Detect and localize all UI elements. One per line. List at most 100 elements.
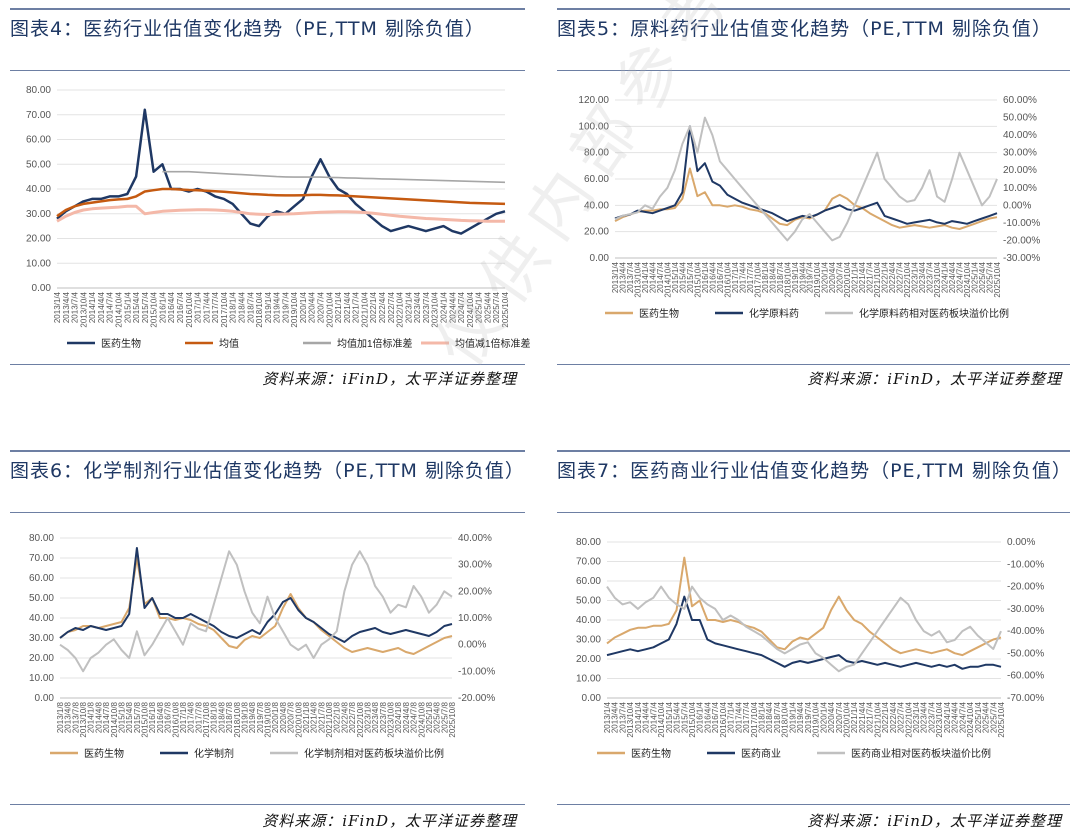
x-tick-label: 2018/1/4 xyxy=(758,701,767,733)
x-tick-label: 2023/4/4 xyxy=(920,701,929,733)
x-tick-label: 2014/7/4 xyxy=(649,701,658,733)
y-tick-label: 100.00 xyxy=(578,121,609,132)
y2-tick-label: -10.00% xyxy=(1003,218,1040,229)
x-tick-label: 2019/10/4 xyxy=(812,701,821,737)
x-tick-label: 2023/10/8 xyxy=(387,701,396,737)
x-tick-label: 2025/1/4 xyxy=(971,261,980,293)
x-tick-label: 2015/7/4 xyxy=(680,701,689,733)
legend-label: 医药商业相对医药板块溢价比例 xyxy=(851,747,991,760)
series-line-1 xyxy=(606,556,1002,657)
x-tick-label: 2025/7/8 xyxy=(440,701,449,733)
x-tick-label: 2020/1/4 xyxy=(819,701,828,733)
x-tick-label: 2018/7/4 xyxy=(246,291,255,323)
x-tick-label: 2018/1/4 xyxy=(229,291,238,323)
series-line-2 xyxy=(606,595,1002,670)
y2-tick-label: 50.00% xyxy=(1003,113,1037,124)
x-tick-label: 2014/1/4 xyxy=(641,261,650,293)
x-tick-label: 2017/1/4 xyxy=(727,701,736,733)
x-tick-label: 2020/7/4 xyxy=(317,291,326,323)
x-tick-label: 2020/10/8 xyxy=(294,701,303,737)
x-tick-label: 2016/4/8 xyxy=(156,701,165,733)
x-tick-label: 2020/10/4 xyxy=(843,261,852,297)
y2-tick-label: -20.00% xyxy=(458,693,495,704)
y-tick-label: 0.00 xyxy=(590,253,610,264)
x-tick-label: 2024/4/4 xyxy=(448,291,457,323)
x-tick-label: 2022/1/4 xyxy=(881,701,890,733)
x-tick-label: 2023/10/4 xyxy=(431,291,440,327)
y2-tick-label: -30.00% xyxy=(1003,253,1040,264)
x-tick-label: 2021/10/4 xyxy=(873,261,882,297)
x-tick-label: 2022/4/4 xyxy=(889,701,898,733)
x-tick-label: 2019/4/4 xyxy=(798,261,807,293)
x-tick-label: 2023/10/4 xyxy=(935,701,944,737)
y2-tick-label: 30.00% xyxy=(1003,148,1037,159)
x-tick-label: 2023/7/4 xyxy=(422,291,431,323)
legend-label: 医药商业 xyxy=(741,747,781,760)
y-tick-label: 40.00 xyxy=(26,184,51,195)
series-line-3 xyxy=(59,550,453,673)
x-tick-label: 2014/7/8 xyxy=(102,701,111,733)
legend-label: 化学制剂 xyxy=(194,747,234,760)
x-tick-label: 2025/7/4 xyxy=(492,291,501,323)
panel-title: 图表4：医药行业估值变化趋势（PE,TTM 剔除负值） xyxy=(10,18,485,40)
y2-tick-label: 0.00% xyxy=(1007,537,1035,548)
x-tick-label: 2021/7/8 xyxy=(317,701,326,733)
x-tick-label: 2016/1/4 xyxy=(696,701,705,733)
y-tick-label: 20.00 xyxy=(26,234,51,245)
y-tick-label: 70.00 xyxy=(26,110,51,121)
source-rule xyxy=(557,364,1070,365)
legend-label: 医药生物 xyxy=(639,307,679,320)
x-tick-label: 2013/10/8 xyxy=(79,701,88,737)
x-tick-label: 2018/10/8 xyxy=(233,701,242,737)
y-tick-label: 40.00 xyxy=(576,615,601,626)
source-note: 资料来源：iFinD，太平洋证券整理 xyxy=(807,370,1062,388)
x-tick-label: 2019/7/8 xyxy=(256,701,265,733)
x-tick-label: 2013/1/4 xyxy=(611,261,620,293)
x-tick-label: 2014/1/8 xyxy=(87,701,96,733)
x-tick-label: 2018/10/4 xyxy=(255,291,264,327)
legend-label: 均值减1倍标准差 xyxy=(455,337,531,350)
legend-label: 化学制剂相对医药板块溢价比例 xyxy=(304,747,444,760)
x-tick-label: 2017/7/4 xyxy=(742,701,751,733)
x-tick-label: 2024/1/4 xyxy=(941,261,950,293)
x-tick-label: 2021/4/4 xyxy=(858,261,867,293)
panel-top-rule xyxy=(10,8,525,10)
series-line-1 xyxy=(59,557,453,655)
x-tick-label: 2019/7/4 xyxy=(281,291,290,323)
x-tick-label: 2022/10/4 xyxy=(904,701,913,737)
x-tick-label: 2014/7/4 xyxy=(106,291,115,323)
x-tick-label: 2013/4/4 xyxy=(611,701,620,733)
x-tick-label: 2014/1/4 xyxy=(88,291,97,323)
x-tick-label: 2014/10/4 xyxy=(663,261,672,297)
x-tick-label: 2020/7/8 xyxy=(287,701,296,733)
x-tick-label: 2022/4/4 xyxy=(888,261,897,293)
y2-tick-label: 20.00% xyxy=(1003,165,1037,176)
x-tick-label: 2025/7/4 xyxy=(986,261,995,293)
x-tick-label: 2021/1/4 xyxy=(334,291,343,323)
x-tick-label: 2016/1/4 xyxy=(158,291,167,323)
y-tick-label: 60.00 xyxy=(29,573,54,584)
x-tick-label: 2017/1/4 xyxy=(194,291,203,323)
y-tick-label: 80.00 xyxy=(584,148,609,159)
x-tick-label: 2013/10/4 xyxy=(79,291,88,327)
x-tick-label: 2016/7/8 xyxy=(164,701,173,733)
y-tick-label: 10.00 xyxy=(26,258,51,269)
x-tick-label: 2013/4/4 xyxy=(618,261,627,293)
x-tick-label: 2019/1/4 xyxy=(788,701,797,733)
x-tick-label: 2019/4/8 xyxy=(248,701,257,733)
x-tick-label: 2017/10/4 xyxy=(753,261,762,297)
y2-tick-label: 0.00% xyxy=(458,640,486,651)
x-tick-label: 2022/10/4 xyxy=(396,291,405,327)
x-tick-label: 2015/7/4 xyxy=(141,291,150,323)
y-tick-label: 20.00 xyxy=(29,653,54,664)
x-tick-label: 2019/1/8 xyxy=(240,701,249,733)
x-tick-label: 2018/1/8 xyxy=(210,701,219,733)
x-tick-label: 2015/1/4 xyxy=(123,291,132,323)
y2-tick-label: 30.00% xyxy=(458,560,492,571)
title-rule xyxy=(557,70,1070,71)
x-tick-label: 2025/10/4 xyxy=(997,701,1006,737)
x-tick-label: 2023/7/4 xyxy=(926,261,935,293)
y2-tick-label: 40.00% xyxy=(458,533,492,544)
legend-label: 化学原料药相对医药板块溢价比例 xyxy=(859,307,1009,320)
panel-title: 图表6：化学制剂行业估值变化趋势（PE,TTM 剔除负值） xyxy=(10,460,525,482)
